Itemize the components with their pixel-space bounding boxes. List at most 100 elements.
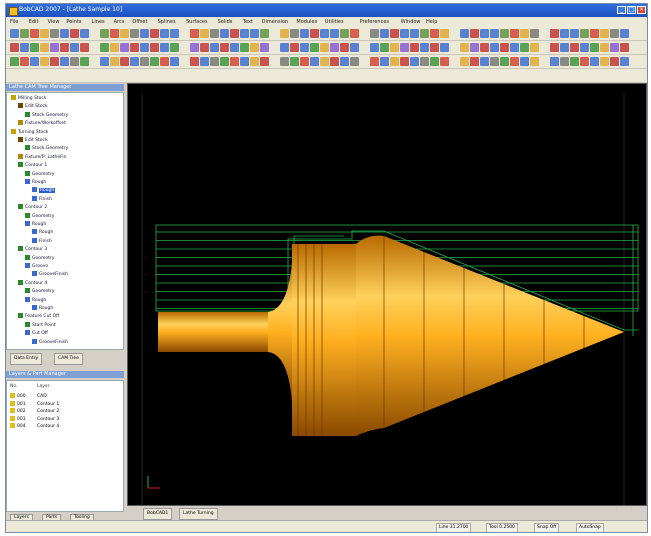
print-icon[interactable] (520, 57, 529, 66)
tool-icon[interactable] (160, 57, 169, 66)
open-icon[interactable] (100, 29, 109, 38)
tree-item[interactable]: Turning Stock (11, 128, 48, 136)
print-icon[interactable] (40, 57, 49, 66)
rotate-icon[interactable] (380, 29, 389, 38)
zoom-icon[interactable] (370, 43, 379, 52)
rotate-icon[interactable] (140, 29, 149, 38)
zoom-icon[interactable] (530, 43, 539, 52)
rotate-icon[interactable] (60, 43, 69, 52)
new-icon[interactable] (330, 43, 339, 52)
save-icon[interactable] (510, 57, 519, 66)
zoom-icon[interactable] (50, 29, 59, 38)
new-icon[interactable] (10, 29, 19, 38)
zoom-icon[interactable] (210, 57, 219, 66)
rotate-icon[interactable] (460, 29, 469, 38)
tool-icon[interactable] (240, 57, 249, 66)
shade-icon[interactable] (310, 29, 319, 38)
tool-icon[interactable] (80, 57, 89, 66)
save-icon[interactable] (30, 29, 39, 38)
zoom-icon[interactable] (610, 57, 619, 66)
new-icon[interactable] (330, 57, 339, 66)
print-icon[interactable] (120, 43, 129, 52)
open-icon[interactable] (20, 57, 29, 66)
menu-item[interactable]: Surfaces (186, 19, 208, 25)
print-icon[interactable] (280, 57, 289, 66)
print-icon[interactable] (120, 29, 129, 38)
print-icon[interactable] (200, 43, 209, 52)
save-icon[interactable] (30, 57, 39, 66)
shade-icon[interactable] (470, 29, 479, 38)
save-icon[interactable] (430, 29, 439, 38)
minimize-icon[interactable]: _ (617, 6, 626, 14)
save-icon[interactable] (590, 29, 599, 38)
maximize-icon[interactable]: □ (627, 6, 636, 14)
zoom-icon[interactable] (530, 29, 539, 38)
menu-item[interactable]: Utilities (324, 19, 344, 25)
tool-icon[interactable] (480, 57, 489, 66)
shade-icon[interactable] (390, 57, 399, 66)
open-icon[interactable] (340, 57, 349, 66)
rotate-icon[interactable] (620, 43, 629, 52)
new-icon[interactable] (410, 57, 419, 66)
new-icon[interactable] (410, 29, 419, 38)
zoom-icon[interactable] (290, 43, 299, 52)
rotate-icon[interactable] (620, 57, 629, 66)
rotate-icon[interactable] (300, 43, 309, 52)
menu-item[interactable]: Edit (28, 19, 39, 25)
rotate-icon[interactable] (620, 29, 629, 38)
rotate-icon[interactable] (220, 43, 229, 52)
open-icon[interactable] (260, 29, 269, 38)
zoom-icon[interactable] (130, 29, 139, 38)
tool-icon[interactable] (400, 29, 409, 38)
tree-item[interactable]: Edit Stock (18, 103, 48, 110)
tree-item[interactable]: Fixture/Workoffset (18, 120, 66, 127)
zoom-icon[interactable] (370, 57, 379, 66)
new-icon[interactable] (10, 57, 19, 66)
open-icon[interactable] (260, 57, 269, 66)
new-icon[interactable] (570, 43, 579, 52)
tree-item[interactable]: Groove (25, 263, 48, 270)
open-icon[interactable] (420, 43, 429, 52)
save-icon[interactable] (350, 43, 359, 52)
zoom-icon[interactable] (130, 43, 139, 52)
tab-data-entry[interactable]: Data Entry (10, 353, 43, 365)
new-icon[interactable] (170, 29, 179, 38)
tree-item[interactable]: Finish (32, 237, 52, 245)
open-icon[interactable] (340, 43, 349, 52)
zoom-icon[interactable] (530, 57, 539, 66)
open-icon[interactable] (100, 43, 109, 52)
layer-visible-icon[interactable] (10, 408, 15, 413)
tool-icon[interactable] (400, 43, 409, 52)
shade-icon[interactable] (230, 43, 239, 52)
rotate-icon[interactable] (220, 29, 229, 38)
open-icon[interactable] (340, 29, 349, 38)
save-icon[interactable] (350, 57, 359, 66)
layer-row[interactable]: 000 CAD (10, 393, 47, 400)
tree-item[interactable]: Feature Cut Off (18, 313, 59, 320)
menu-item[interactable]: Solids (217, 19, 233, 25)
title-bar[interactable]: BobCAD 2007 - [Lathe Sample 10] _ □ × (6, 4, 647, 17)
close-icon[interactable]: × (637, 6, 646, 14)
tree-item[interactable]: GrooveFinish (32, 271, 68, 278)
zoom-icon[interactable] (610, 43, 619, 52)
menu-item[interactable]: Help (426, 19, 438, 25)
new-icon[interactable] (250, 29, 259, 38)
open-icon[interactable] (500, 43, 509, 52)
tree-item[interactable]: Stock Geometry (25, 111, 68, 119)
tool-icon[interactable] (160, 29, 169, 38)
save-icon[interactable] (110, 29, 119, 38)
tab-lathe-turning[interactable]: Lathe Turning (179, 508, 218, 520)
open-icon[interactable] (580, 29, 589, 38)
new-icon[interactable] (410, 43, 419, 52)
print-icon[interactable] (520, 29, 529, 38)
shade-icon[interactable] (150, 29, 159, 38)
save-icon[interactable] (190, 43, 199, 52)
open-icon[interactable] (420, 57, 429, 66)
new-icon[interactable] (250, 57, 259, 66)
print-icon[interactable] (280, 43, 289, 52)
tree-item[interactable]: Start Point (25, 321, 56, 329)
zoom-icon[interactable] (210, 29, 219, 38)
tree-item[interactable]: Geometry (25, 170, 54, 178)
menu-item[interactable]: Offset (132, 19, 148, 25)
layer-visible-icon[interactable] (10, 400, 15, 406)
